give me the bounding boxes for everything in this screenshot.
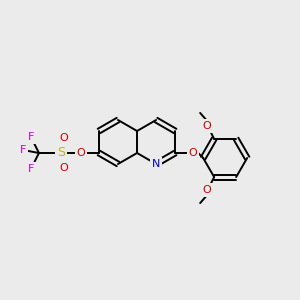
Text: O: O (60, 163, 68, 173)
Text: O: O (189, 148, 197, 158)
Text: F: F (28, 132, 34, 142)
Text: O: O (76, 148, 85, 158)
Text: N: N (152, 159, 160, 169)
Text: F: F (20, 145, 26, 155)
Text: O: O (203, 121, 212, 131)
Text: O: O (203, 185, 212, 195)
Text: O: O (60, 133, 68, 143)
Text: S: S (57, 146, 65, 160)
Text: F: F (28, 164, 34, 174)
